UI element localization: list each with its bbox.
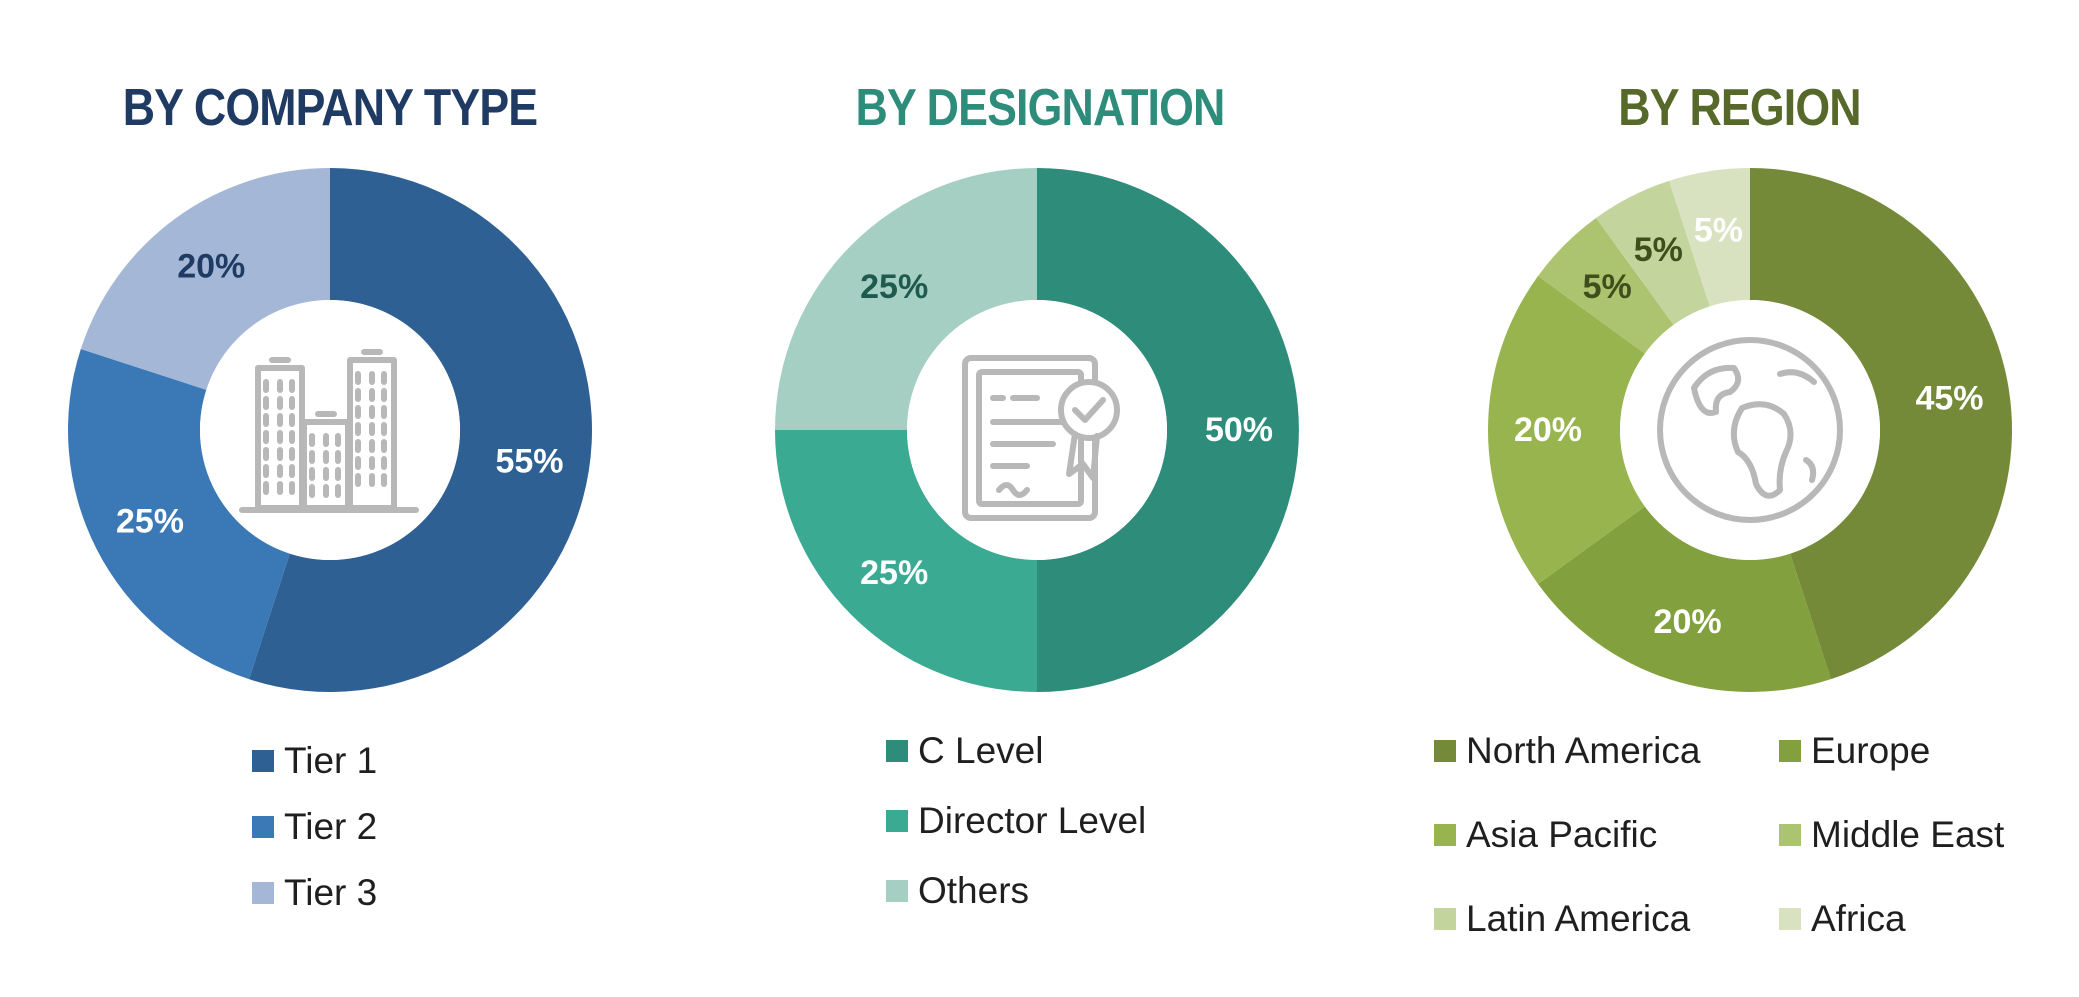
legend-label: North America (1466, 730, 1701, 771)
data-label-north-america: 45% (1915, 379, 1983, 417)
chart-panel-company-type: BY COMPANY TYPE 55% 25% 20% Tier 1 Tier 2 Ti… (0, 0, 660, 997)
legend-item-tier-3: Tier 3 (252, 872, 377, 914)
legend-item-tier-2: Tier 2 (252, 806, 377, 848)
globe-icon (1657, 337, 1843, 523)
legend-label: C Level (918, 730, 1044, 771)
legend-swatch (886, 810, 908, 832)
chart-panel-region: BY REGION 45% 20% 20% 5% 5% 5% North America E… (1400, 0, 2079, 997)
donut-chart-company-type: 55% 25% 20% (68, 168, 593, 692)
data-label-africa: 5% (1694, 211, 1743, 249)
slice-tier-2 (68, 349, 290, 680)
legend-item-others: Others (886, 870, 1029, 912)
legend-item-africa: Africa (1779, 898, 1906, 940)
legend-item-tier-1: Tier 1 (252, 740, 377, 782)
data-label-middle-east: 5% (1583, 268, 1632, 306)
legend-swatch (252, 816, 274, 838)
legend-swatch (252, 750, 274, 772)
legend-item-asia-pacific: Asia Pacific (1434, 814, 1657, 856)
donut-hole (907, 300, 1167, 560)
legend-item-director-level: Director Level (886, 800, 1146, 842)
legend-swatch (1779, 824, 1801, 846)
chart-title: BY REGION (1618, 79, 1861, 137)
data-label-tier-3: 20% (177, 248, 245, 286)
data-label-asia-pacific: 20% (1514, 411, 1582, 449)
slice-director-level (775, 430, 1037, 692)
donut-hole (200, 300, 460, 560)
slice-africa (1669, 168, 1750, 307)
office-buildings-icon (239, 349, 419, 513)
chart-panel-designation: BY DESIGNATION 50% 25% 25% C Level Director… (700, 0, 1380, 997)
legend-label: Middle East (1811, 814, 2005, 855)
data-label-c-level: 50% (1205, 411, 1273, 449)
legend-item-north-america: North America (1434, 730, 1700, 772)
donut-chart-region: 45%20%20%5%5%5% (1488, 168, 2012, 692)
legend-swatch (1779, 908, 1801, 930)
legend-swatch (252, 882, 274, 904)
legend-label: Tier 3 (284, 872, 378, 913)
slice-c-level (1037, 168, 1299, 692)
certificate-icon (962, 355, 1120, 521)
legend-item-latin-america: Latin America (1434, 898, 1690, 940)
slice-middle-east (1538, 218, 1674, 354)
data-label-tier-1: 55% (495, 443, 563, 481)
chart-title: BY COMPANY TYPE (122, 79, 538, 137)
data-label-director-level: 25% (860, 554, 928, 592)
slice-north-america (1750, 168, 2012, 680)
legend-label: Tier 2 (284, 806, 378, 847)
slice-latin-america (1596, 180, 1710, 325)
chart-title: BY DESIGNATION (855, 79, 1226, 137)
legend-label: Europe (1811, 730, 1931, 771)
legend-swatch (1434, 908, 1456, 930)
legend-label: Africa (1811, 898, 1906, 939)
legend-item-europe: Europe (1779, 730, 1930, 772)
legend-label: Asia Pacific (1466, 814, 1658, 855)
slice-europe (1538, 506, 1831, 692)
data-label-europe: 20% (1654, 603, 1722, 641)
legend-item-middle-east: Middle East (1779, 814, 2004, 856)
data-label-tier-2: 25% (116, 503, 184, 541)
legend-swatch (1434, 740, 1456, 762)
legend-label: Others (918, 870, 1030, 911)
data-label-others: 25% (860, 268, 928, 306)
slice-asia-pacific (1488, 276, 1645, 584)
data-label-latin-america: 5% (1634, 231, 1683, 269)
legend-swatch (886, 740, 908, 762)
donut-chart-designation: 50% 25% 25% (775, 168, 1299, 692)
legend-label: Tier 1 (284, 740, 378, 781)
legend-label: Latin America (1466, 898, 1691, 939)
legend-swatch (1434, 824, 1456, 846)
legend-swatch (1779, 740, 1801, 762)
slice-tier-1 (249, 168, 593, 692)
slice-others (775, 168, 1037, 430)
legend-label: Director Level (918, 800, 1147, 841)
legend-swatch (886, 880, 908, 902)
slice-tier-3 (80, 168, 330, 390)
legend-item-c-level: C Level (886, 730, 1043, 772)
